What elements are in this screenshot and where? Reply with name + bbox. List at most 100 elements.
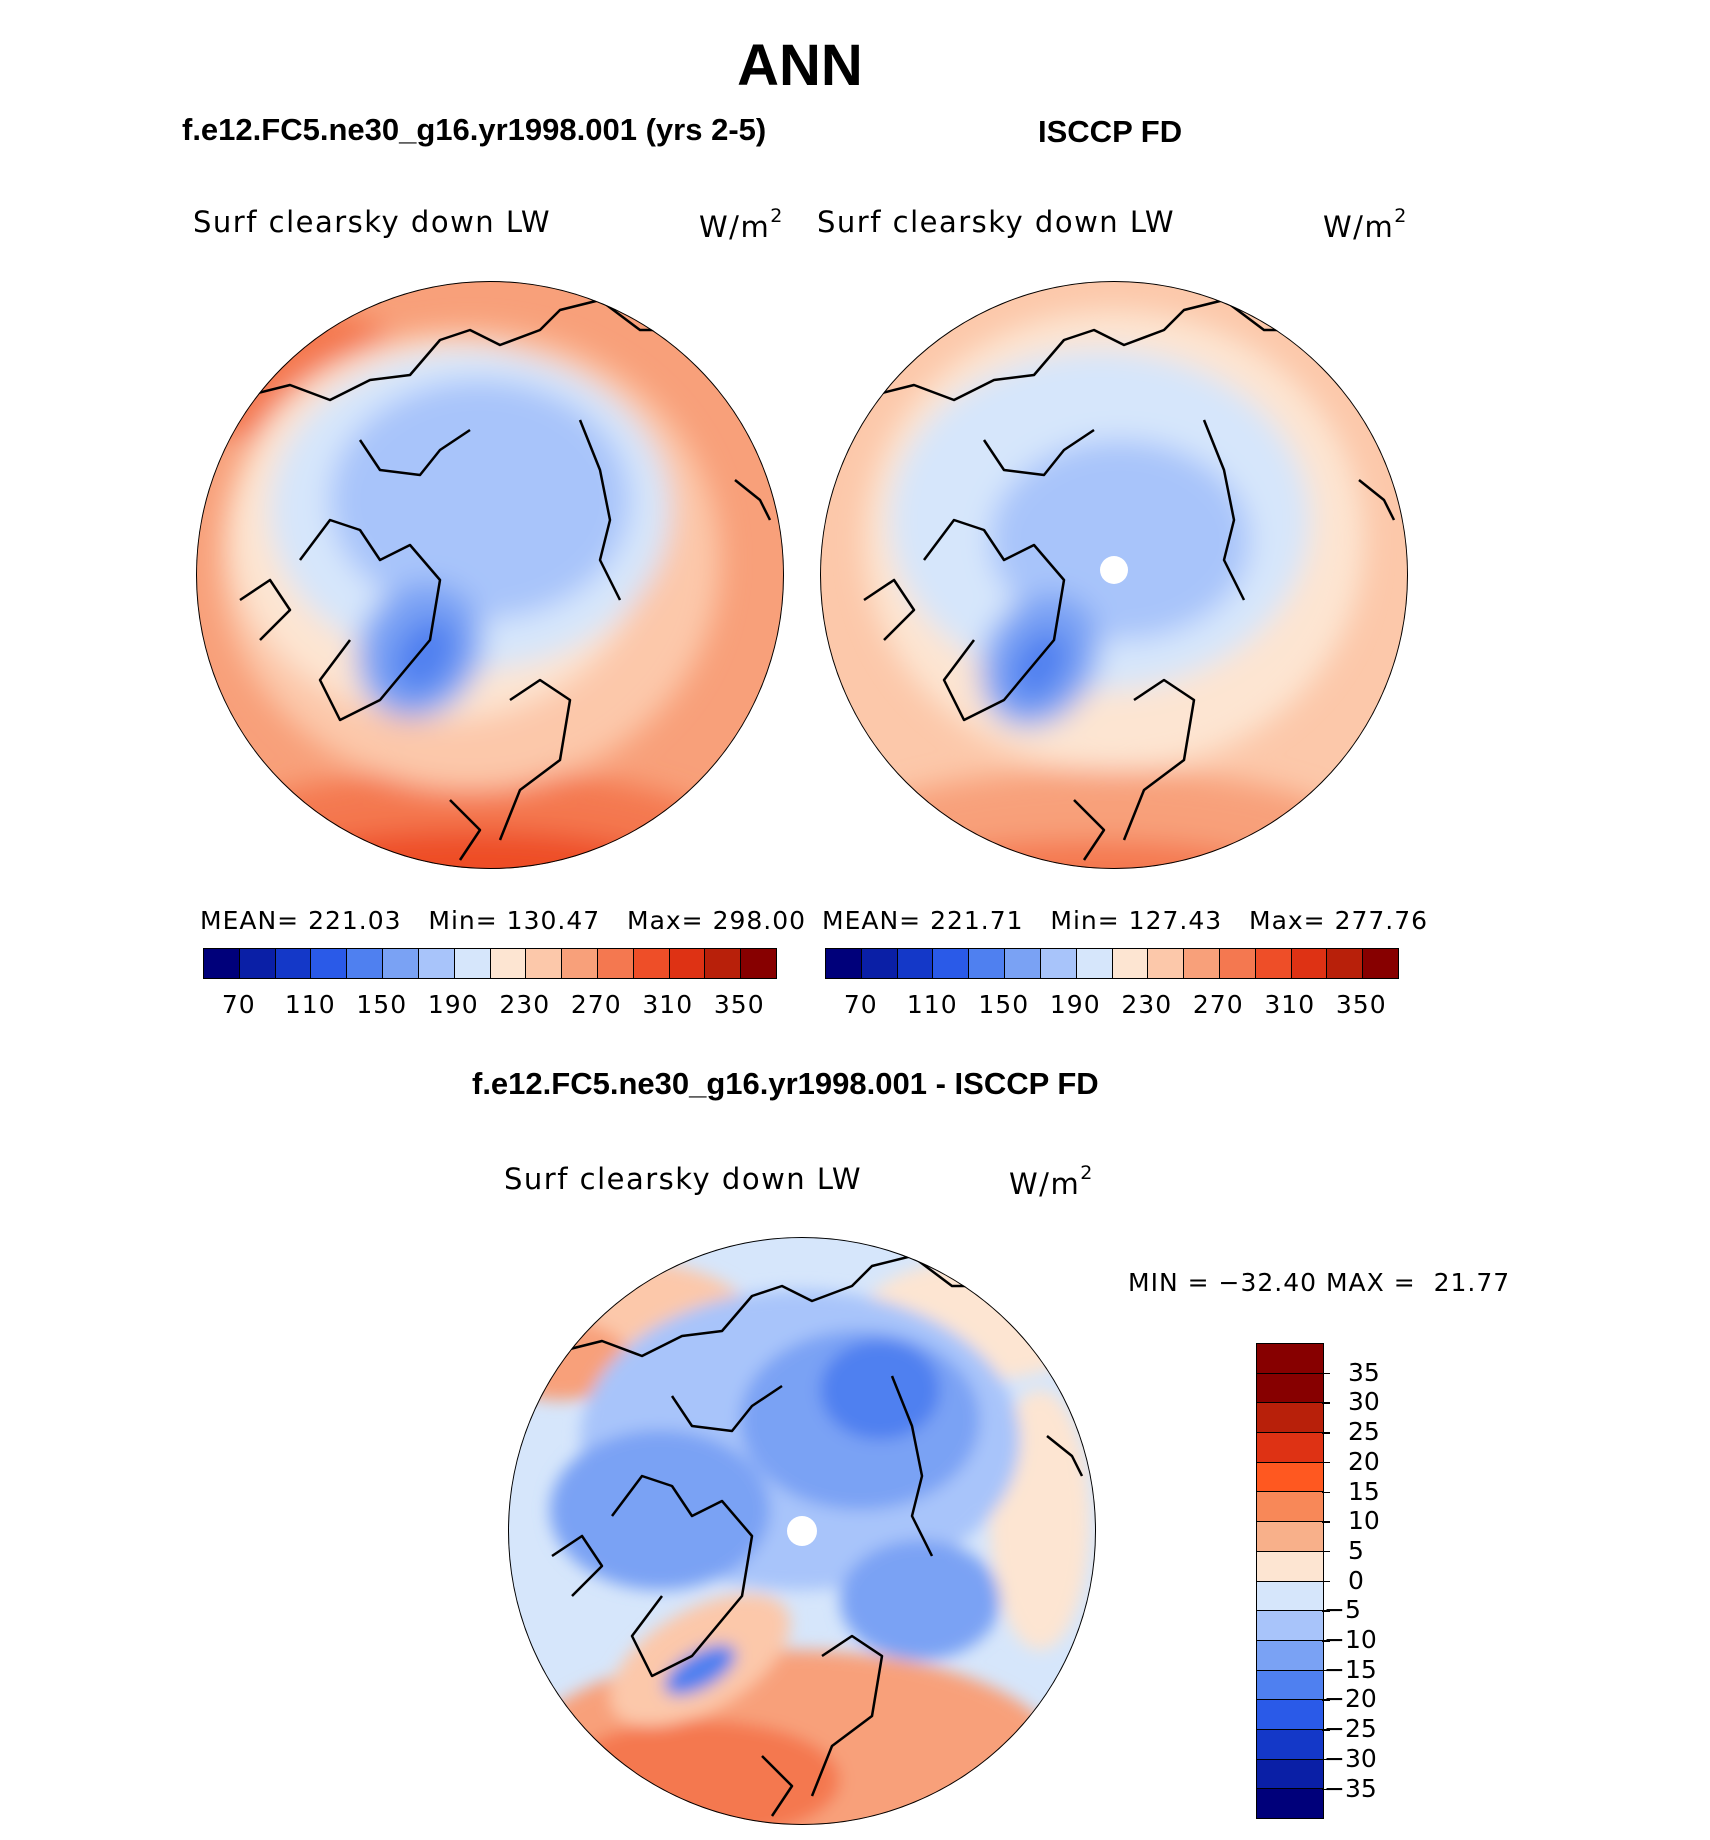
diff-units-label: W/m2	[1009, 1162, 1094, 1201]
colorbar-swatch	[969, 949, 1006, 978]
colorbar-tick-label: 5	[1348, 1535, 1364, 1565]
colorbar-swatch	[204, 949, 240, 978]
colorbar-tick	[1322, 1640, 1330, 1642]
colorbar-tick-label: 350	[1335, 990, 1387, 1019]
colorbar-swatch	[1257, 1522, 1323, 1552]
colorbar-tick	[1322, 1491, 1330, 1493]
colorbar-swatch	[1257, 1581, 1323, 1612]
colorbar-swatch	[418, 949, 455, 978]
colorbar-tick	[1322, 1610, 1330, 1612]
colorbar-swatch	[239, 949, 276, 978]
colorbar-tick-label: −35	[1324, 1773, 1377, 1803]
colorbar-swatch	[1257, 1670, 1323, 1701]
colorbar-tick-label: −30	[1324, 1743, 1377, 1773]
colorbar-swatch	[1257, 1344, 1323, 1374]
model-stats: MEAN= 221.03 Min= 130.47 Max= 298.00	[200, 906, 807, 935]
diff-colorbar	[1256, 1343, 1324, 1819]
colorbar-swatch	[1148, 949, 1185, 978]
colorbar-tick-label: 110	[906, 990, 958, 1019]
obs-units-label: W/m2	[1323, 205, 1408, 244]
colorbar-tick-label: −25	[1324, 1714, 1377, 1744]
colorbar-swatch	[383, 949, 419, 978]
colorbar-tick-label: 270	[1192, 990, 1244, 1019]
colorbar-tick	[1322, 1580, 1330, 1583]
colorbar-swatch	[1257, 1433, 1323, 1463]
colorbar-tick	[1322, 1461, 1330, 1464]
main-title: ANN	[737, 33, 863, 98]
obs-map	[820, 281, 1408, 869]
colorbar-swatch	[669, 949, 706, 978]
obs-field-label: Surf clearsky down LW	[817, 205, 1176, 239]
colorbar-tick-label: 310	[1264, 990, 1316, 1019]
colorbar-tick	[1322, 1758, 1330, 1761]
obs-stats: MEAN= 221.71 Min= 127.43 Max= 277.76	[822, 906, 1429, 935]
colorbar-tick-label: 230	[499, 990, 551, 1019]
colorbar-tick-label: 70	[221, 990, 256, 1019]
colorbar-swatch	[1257, 1551, 1323, 1582]
colorbar-swatch	[1257, 1403, 1323, 1434]
colorbar-tick-label: 230	[1121, 990, 1173, 1019]
colorbar-swatch	[933, 949, 970, 978]
colorbar-swatch	[490, 949, 527, 978]
diff-map	[508, 1237, 1096, 1825]
colorbar-swatch	[1040, 949, 1077, 978]
model-colorbar	[203, 948, 777, 979]
colorbar-tick-label: 150	[978, 990, 1030, 1019]
obs-colorbar	[825, 948, 1399, 979]
colorbar-tick	[1322, 1372, 1330, 1375]
colorbar-tick-label: 350	[713, 990, 765, 1019]
colorbar-swatch	[1257, 1462, 1323, 1493]
diff-case-title: f.e12.FC5.ne30_g16.yr1998.001 - ISCCP FD	[472, 1066, 1099, 1101]
colorbar-swatch	[1257, 1640, 1323, 1671]
colorbar-tick	[1322, 1699, 1330, 1701]
colorbar-tick-label: −20	[1324, 1684, 1377, 1714]
colorbar-swatch	[705, 949, 742, 978]
colorbar-tick	[1322, 1788, 1330, 1790]
colorbar-tick	[1322, 1550, 1330, 1553]
colorbar-tick-label: 35	[1348, 1357, 1380, 1387]
colorbar-tick-label: 30	[1348, 1387, 1380, 1417]
colorbar-swatch	[275, 949, 312, 978]
model-units-label: W/m2	[699, 205, 784, 244]
model-case-title: f.e12.FC5.ne30_g16.yr1998.001 (yrs 2-5)	[182, 112, 767, 147]
colorbar-tick	[1322, 1729, 1330, 1731]
colorbar-swatch	[347, 949, 384, 978]
colorbar-swatch	[633, 949, 670, 978]
colorbar-tick-label: 20	[1348, 1446, 1380, 1476]
colorbar-swatch	[1076, 949, 1113, 978]
colorbar-tick-label: 10	[1348, 1506, 1380, 1536]
colorbar-tick-label: 270	[570, 990, 622, 1019]
colorbar-tick-label: 150	[356, 990, 408, 1019]
colorbar-swatch	[1327, 949, 1364, 978]
colorbar-swatch	[1005, 949, 1041, 978]
colorbar-tick	[1322, 1432, 1330, 1434]
diff-minmax: MIN = −32.40 MAX = 21.77	[1128, 1268, 1511, 1297]
colorbar-swatch	[861, 949, 898, 978]
obs-colorbar-labels: 70 110 150 190 230 270 310 350	[825, 990, 1397, 1020]
colorbar-swatch	[826, 949, 862, 978]
colorbar-swatch	[526, 949, 563, 978]
colorbar-swatch	[1257, 1759, 1323, 1790]
colorbar-swatch	[741, 949, 776, 978]
colorbar-swatch	[311, 949, 348, 978]
colorbar-tick-label: 25	[1348, 1417, 1380, 1447]
colorbar-swatch	[1257, 1700, 1323, 1730]
colorbar-swatch	[1257, 1373, 1323, 1404]
colorbar-tick-label: 110	[284, 990, 336, 1019]
colorbar-swatch	[897, 949, 934, 978]
model-map	[196, 281, 784, 869]
colorbar-swatch	[1257, 1611, 1323, 1641]
colorbar-tick-label: −15	[1324, 1654, 1377, 1684]
colorbar-swatch	[1257, 1729, 1323, 1760]
colorbar-tick	[1322, 1669, 1330, 1672]
colorbar-tick-label: 70	[843, 990, 878, 1019]
colorbar-swatch	[1291, 949, 1328, 978]
colorbar-swatch	[1184, 949, 1220, 978]
colorbar-swatch	[562, 949, 598, 978]
diff-colorbar-labels: 35 30 25 20 15 10 5 0 −5 −10 −15 −20 −25 −30 −35	[1322, 1343, 1442, 1803]
colorbar-swatch	[1363, 949, 1398, 978]
colorbar-tick-label: −5	[1324, 1595, 1361, 1625]
colorbar-tick-label: 190	[427, 990, 479, 1019]
colorbar-tick-label: 15	[1348, 1476, 1380, 1506]
